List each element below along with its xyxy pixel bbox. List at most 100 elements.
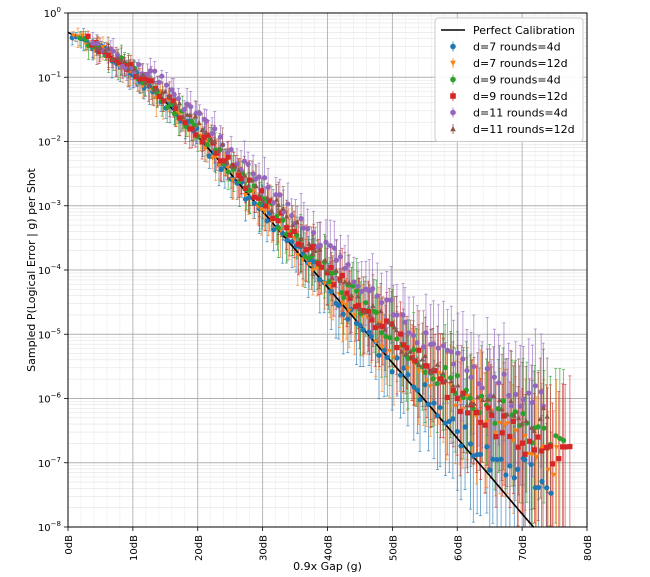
data-point: [519, 440, 526, 446]
data-point: [425, 401, 432, 407]
data-point: [224, 149, 231, 156]
data-point: [225, 169, 231, 175]
data-point: [298, 242, 305, 248]
data-point: [479, 393, 485, 399]
legend-marker: [450, 60, 456, 67]
data-point: [455, 382, 461, 388]
data-point: [147, 68, 153, 74]
data-point: [458, 392, 464, 398]
data-point: [478, 419, 484, 426]
legend-box: [434, 17, 584, 142]
data-point: [327, 242, 333, 249]
data-point: [188, 118, 195, 124]
data-point: [482, 422, 488, 428]
data-point: [519, 420, 525, 426]
data-point: [116, 59, 122, 66]
data-point: [236, 172, 242, 179]
legend-label: d=11 rounds=12d: [473, 123, 575, 136]
legend-marker: [450, 125, 456, 132]
data-point: [176, 100, 183, 106]
data-point: [125, 66, 131, 72]
data-point: [359, 288, 365, 294]
data-point: [140, 72, 146, 78]
data-point: [370, 286, 376, 292]
data-point: [318, 264, 325, 270]
data-point: [510, 418, 517, 424]
data-point: [265, 184, 271, 190]
data-point: [156, 79, 162, 85]
data-point: [339, 289, 345, 296]
data-point: [513, 428, 519, 434]
data-point: [346, 308, 352, 314]
data-point: [105, 45, 111, 51]
data-point: [144, 71, 150, 78]
data-point: [355, 283, 361, 289]
data-point: [384, 297, 390, 303]
data-point: [246, 177, 253, 183]
data-point: [333, 257, 340, 263]
x-tick-label: 80dB: [583, 535, 594, 561]
data-point: [406, 330, 412, 336]
data-point: [271, 227, 277, 233]
data-point: [70, 33, 77, 39]
data-point: [401, 365, 407, 371]
data-point: [431, 400, 437, 406]
data-point: [347, 295, 353, 301]
data-point: [171, 111, 178, 117]
data-point: [354, 288, 360, 294]
data-point: [296, 241, 302, 247]
data-point: [352, 304, 358, 310]
data-point: [540, 405, 547, 411]
data-point: [231, 162, 237, 169]
data-point: [375, 321, 381, 327]
data-point: [317, 242, 323, 248]
data-point: [285, 201, 291, 207]
data-point: [434, 413, 441, 419]
data-point: [303, 247, 309, 253]
data-point: [324, 267, 330, 273]
data-point: [464, 393, 471, 399]
data-point: [527, 438, 533, 444]
data-point: [437, 376, 444, 382]
data-point: [506, 392, 512, 399]
data-point: [314, 266, 320, 272]
data-point: [294, 219, 300, 225]
data-point: [128, 61, 134, 67]
data-point: [442, 364, 448, 371]
data-point: [513, 391, 519, 398]
data-point: [187, 112, 193, 118]
data-point: [528, 424, 534, 430]
data-point: [393, 327, 400, 333]
data-point: [394, 344, 400, 351]
data-point: [114, 52, 121, 58]
data-point: [493, 434, 499, 440]
data-point: [115, 55, 121, 61]
data-point: [300, 243, 306, 249]
data-point: [192, 113, 198, 119]
data-point: [238, 176, 244, 182]
data-point: [224, 159, 230, 165]
data-point: [479, 397, 486, 403]
data-point: [284, 237, 290, 244]
y-tick-label: 10−7: [38, 456, 61, 470]
data-point: [315, 260, 321, 267]
data-point: [291, 228, 297, 234]
data-point: [77, 35, 83, 41]
data-point: [216, 148, 222, 154]
data-point: [382, 326, 388, 332]
data-point: [404, 345, 410, 351]
data-point: [184, 101, 190, 107]
data-point: [295, 252, 301, 258]
data-point: [553, 445, 560, 451]
data-point: [414, 340, 420, 346]
data-point: [251, 194, 258, 200]
tick-layer: 0dB 10dB 20dB 30dB 40dB 50dB 60dB 70dB 80dB 100 10…: [38, 6, 594, 561]
data-point: [275, 225, 282, 231]
data-point: [428, 369, 434, 375]
data-point: [412, 358, 418, 364]
data-point: [460, 356, 466, 362]
data-point: [156, 94, 162, 100]
data-point: [245, 182, 252, 188]
data-point: [434, 381, 440, 387]
data-point: [337, 254, 344, 260]
